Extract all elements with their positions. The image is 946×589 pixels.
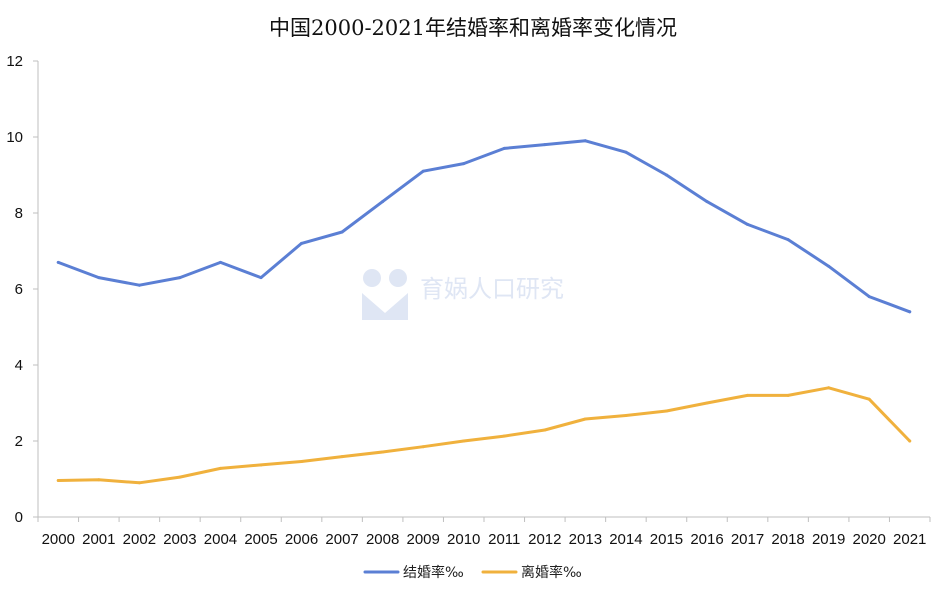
x-tick-label: 2014 [609, 531, 642, 548]
series-2-point [340, 455, 344, 459]
series-1-point [502, 146, 506, 150]
series-1-point [462, 162, 466, 166]
x-tick-label: 2000 [42, 531, 75, 548]
series-1-point [178, 276, 182, 280]
series-1-point [705, 200, 709, 204]
x-tick-label: 2011 [488, 531, 520, 548]
series-1-point [583, 139, 587, 143]
legend: 结婚率‰ 离婚率‰ [363, 564, 582, 581]
series-1-point [381, 200, 385, 204]
x-tick-label: 2001 [82, 531, 115, 548]
x-tick-label: 2019 [812, 531, 845, 548]
series-1-point [56, 260, 60, 264]
series-1-point [137, 283, 141, 287]
y-tick-label: 6 [15, 281, 23, 298]
x-tick-label: 2018 [771, 531, 804, 548]
x-tick-label: 2009 [406, 531, 439, 548]
series-2-point [664, 409, 668, 413]
y-tick-label: 10 [6, 129, 23, 146]
series-2-point [867, 397, 871, 401]
series-1-point [664, 173, 668, 177]
x-tick-label: 2007 [325, 531, 358, 548]
y-tick-label: 4 [15, 357, 23, 374]
series-1-point [421, 169, 425, 173]
series-1-point [97, 276, 101, 280]
series-1-point [908, 310, 912, 314]
series-2-point [543, 428, 547, 432]
series-2-point [56, 479, 60, 483]
x-tick-label: 2021 [893, 531, 926, 548]
series-2-point [705, 401, 709, 405]
series-2-point [502, 434, 506, 438]
series-line-1 [56, 139, 912, 314]
series-2-point [381, 450, 385, 454]
series-2-point [746, 393, 750, 397]
legend-label-2: 离婚率‰ [521, 564, 582, 581]
x-tick-label: 2012 [528, 531, 561, 548]
series-1-point [300, 241, 304, 245]
series-lines [56, 139, 912, 485]
series-1-point [786, 238, 790, 242]
series-1-point [867, 295, 871, 299]
series-2-point [827, 386, 831, 390]
chart-title: 中国2000-2021年结婚率和离婚率变化情况 [269, 16, 677, 40]
legend-label-1: 结婚率‰ [403, 564, 464, 581]
y-tick-label: 0 [15, 509, 23, 526]
x-tick-label: 2003 [163, 531, 196, 548]
x-tick-label: 2015 [650, 531, 683, 548]
series-1-point [340, 230, 344, 234]
x-tick-label: 2013 [569, 531, 602, 548]
x-tick-label: 2005 [244, 531, 277, 548]
x-tick-label: 2020 [852, 531, 885, 548]
x-tick-label: 2016 [690, 531, 723, 548]
series-2-point [300, 460, 304, 464]
series-1-point [259, 276, 263, 280]
series-1-point [218, 260, 222, 264]
series-2-point [218, 466, 222, 470]
watermark: 育娲人口研究 [362, 269, 564, 320]
series-2-point [421, 445, 425, 449]
series-1-point [543, 143, 547, 147]
x-tick-label: 2010 [447, 531, 480, 548]
series-2-point [908, 439, 912, 443]
series-2-point [97, 478, 101, 482]
x-tick-label: 2017 [731, 531, 764, 548]
y-tick-label: 8 [15, 205, 23, 222]
series-line-2 [56, 386, 912, 485]
y-axis-ticks: 0 2 4 6 8 10 12 [6, 53, 38, 526]
series-1-point [746, 222, 750, 226]
series-2-point [583, 417, 587, 421]
y-tick-label: 2 [15, 433, 23, 450]
x-tick-label: 2002 [123, 531, 156, 548]
series-1-point [827, 264, 831, 268]
series-2-point [786, 393, 790, 397]
series-2-point [624, 414, 628, 418]
series-2-point [178, 475, 182, 479]
series-2-point [462, 439, 466, 443]
people-logo-icon [362, 269, 408, 320]
x-tick-label: 2004 [204, 531, 237, 548]
x-tick-label: 2008 [366, 531, 399, 548]
series-1-point [624, 150, 628, 154]
series-2-point [137, 481, 141, 485]
x-axis-ticks: 2000 2001 2002 2003 2004 2005 2006 2007 2008 2009… [37, 517, 931, 548]
x-tick-label: 2006 [285, 531, 318, 548]
watermark-text: 育娲人口研究 [420, 275, 564, 303]
y-tick-label: 12 [6, 53, 23, 70]
series-2-point [259, 463, 263, 467]
